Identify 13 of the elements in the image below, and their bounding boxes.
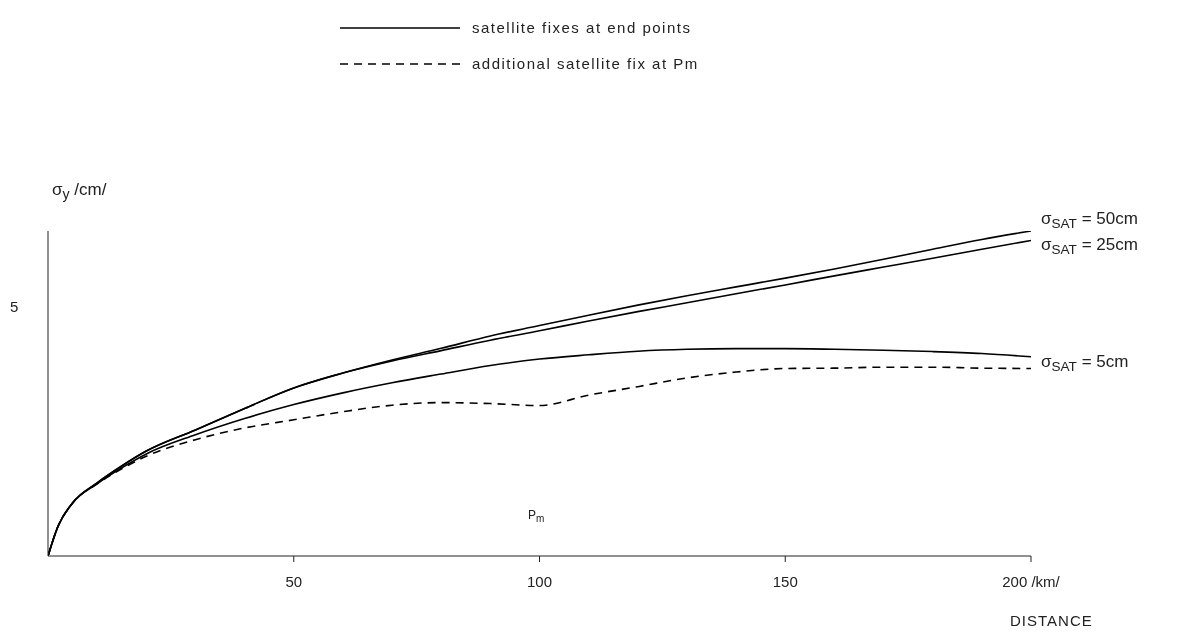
series-label: σ$_{SAT}$ = 50cm [1041, 209, 1138, 232]
series-label: σ$_{SAT}$ = 5cm [1041, 352, 1129, 375]
x-tick-label: 50 [285, 572, 303, 590]
x-tick-label: 100 [526, 572, 553, 590]
series-label: σ$_{SAT}$ = 25cm [1041, 235, 1138, 258]
text: additional satellite fix at Pm [472, 54, 699, 74]
text: 5 [10, 298, 19, 315]
x-axis-title: DISTANCE [1010, 612, 1093, 629]
text: satellite fixes at end points [472, 18, 692, 38]
x-tick-label: 200 /km/ [1002, 572, 1061, 590]
annotation: P$_{m}$ [528, 508, 545, 525]
x-tick-label: 150 [772, 572, 798, 590]
y-axis-title: σ$_{y}$ /cm/ [52, 180, 107, 203]
